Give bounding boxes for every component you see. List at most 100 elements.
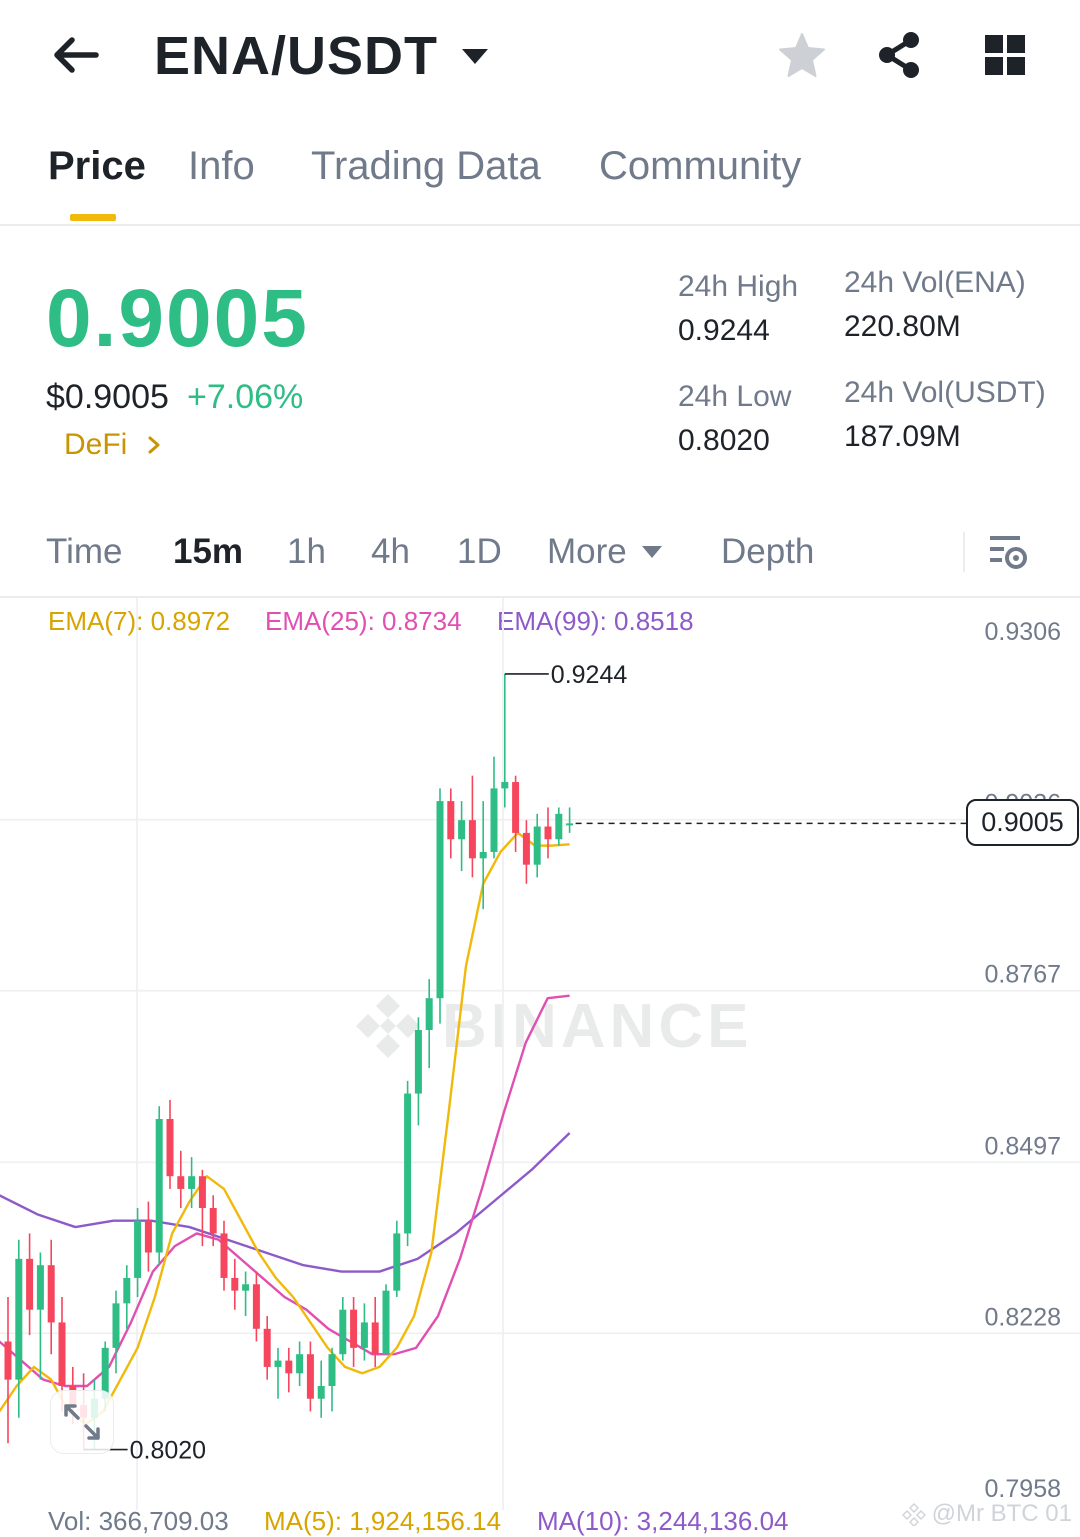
share-button[interactable] [873, 28, 925, 82]
creator-credit: @Mr BTC 01 [901, 1500, 1072, 1528]
y-tick-label: 0.9306 [985, 618, 1061, 646]
candle-body [458, 820, 466, 840]
divider [963, 532, 965, 572]
candles [4, 673, 574, 1450]
candle-body [274, 1360, 282, 1367]
candle-body [188, 1176, 196, 1189]
ema7-line [0, 831, 570, 1426]
star-icon [779, 33, 825, 77]
candle-body [522, 832, 530, 865]
pair-selector[interactable]: ENA/USDT [154, 26, 490, 86]
candle-body [328, 1354, 336, 1387]
interval-time[interactable]: Time [46, 532, 123, 571]
vol-ena-value: 220.80M [844, 310, 961, 343]
tab-community[interactable]: Community [599, 144, 802, 188]
price-markers: 0.9244 0.8020 [83, 661, 966, 1465]
candle-body [317, 1386, 325, 1399]
watermark-text: BINANCE [442, 991, 753, 1061]
candle-body [425, 998, 433, 1030]
chart-settings-icon[interactable] [986, 530, 1030, 574]
ema25-readout: EMA(25): 0.8734 [265, 606, 462, 636]
binance-logo-icon [901, 1503, 926, 1526]
candle-body [198, 1176, 206, 1208]
more-label: More [547, 532, 627, 571]
volume-ma5-readout: MA(5): 1,924,156.14 [264, 1506, 502, 1536]
candle-body [306, 1354, 314, 1399]
ema99-line [0, 1132, 571, 1273]
candle-body [404, 1093, 412, 1234]
ema99-readout: EMA(99): 0.8518 [497, 606, 694, 636]
tab-price[interactable]: Price [48, 144, 146, 188]
volume-readout: Vol: 366,709.03 [48, 1506, 229, 1536]
candle-body [350, 1309, 358, 1348]
dropdown-caret-icon [462, 49, 489, 64]
depth-tab[interactable]: Depth [721, 532, 815, 571]
low-label: 24h Low [678, 380, 792, 413]
high-label: 24h High [678, 270, 799, 303]
current-price-tag: 0.9005 [966, 799, 1079, 847]
candle-body [382, 1290, 390, 1355]
candle-body [134, 1220, 142, 1278]
interval-1d[interactable]: 1D [457, 532, 502, 571]
dropdown-caret-icon [641, 546, 662, 558]
tab-bar: Price Info Trading Data Community [0, 140, 1080, 226]
candle-body [4, 1341, 12, 1380]
candle-body [177, 1176, 185, 1189]
candle-body [15, 1258, 23, 1380]
candle-body [242, 1284, 250, 1291]
vol-usdt-value: 187.09M [844, 420, 961, 453]
favorite-button[interactable] [776, 28, 828, 82]
candle-body [360, 1322, 368, 1348]
candle-body [58, 1322, 66, 1387]
candle-body [566, 823, 574, 826]
y-tick-label: 0.8228 [985, 1303, 1061, 1331]
ema7-readout: EMA(7): 0.8972 [48, 606, 231, 636]
back-arrow-icon [54, 37, 99, 73]
candle-body [393, 1233, 401, 1291]
candle-body [479, 851, 487, 859]
price-change-percent: +7.06% [187, 378, 304, 416]
grid-icon [985, 35, 1025, 75]
credit-text: @Mr BTC 01 [931, 1500, 1072, 1527]
layout-button[interactable] [979, 28, 1031, 82]
interval-15m[interactable]: 15m [173, 532, 244, 571]
candle-body [166, 1118, 174, 1177]
candle-body [231, 1277, 239, 1291]
binance-watermark: BINANCE [352, 990, 752, 1062]
tab-trading-data[interactable]: Trading Data [311, 144, 541, 188]
y-tick-label: 0.8767 [985, 961, 1061, 989]
interval-4h[interactable]: 4h [371, 532, 410, 571]
candle-body [533, 826, 541, 865]
top-bar: ENA/USDT [0, 0, 1080, 115]
candle-body [263, 1328, 271, 1367]
candle-body [285, 1360, 293, 1374]
high-value: 0.9244 [678, 314, 770, 347]
share-icon [879, 32, 919, 78]
high-marker-label: 0.9244 [551, 661, 628, 689]
candle-body [209, 1207, 217, 1234]
candle-body [501, 782, 509, 789]
candle-body [26, 1258, 34, 1310]
back-button[interactable] [44, 28, 106, 82]
expand-icon [64, 1404, 100, 1440]
candle-body [339, 1309, 347, 1355]
candle-body [220, 1233, 228, 1278]
fullscreen-button[interactable] [50, 1390, 114, 1454]
vol-usdt-label: 24h Vol(USDT) [844, 376, 1046, 409]
candle-body [47, 1265, 55, 1323]
candle-body [296, 1354, 304, 1374]
candle-body [252, 1284, 260, 1329]
chart-grid [0, 598, 1080, 1510]
usd-price: $0.9005 [46, 378, 169, 416]
interval-1h[interactable]: 1h [287, 532, 326, 571]
candle-body [123, 1277, 131, 1304]
category-tag-defi[interactable]: DeFi [64, 428, 161, 462]
candle-body [512, 782, 520, 833]
candle-body [101, 1347, 109, 1399]
tab-info[interactable]: Info [188, 144, 255, 188]
interval-more[interactable]: More [547, 532, 663, 572]
candle-body [371, 1322, 379, 1355]
candle-body [490, 788, 498, 852]
